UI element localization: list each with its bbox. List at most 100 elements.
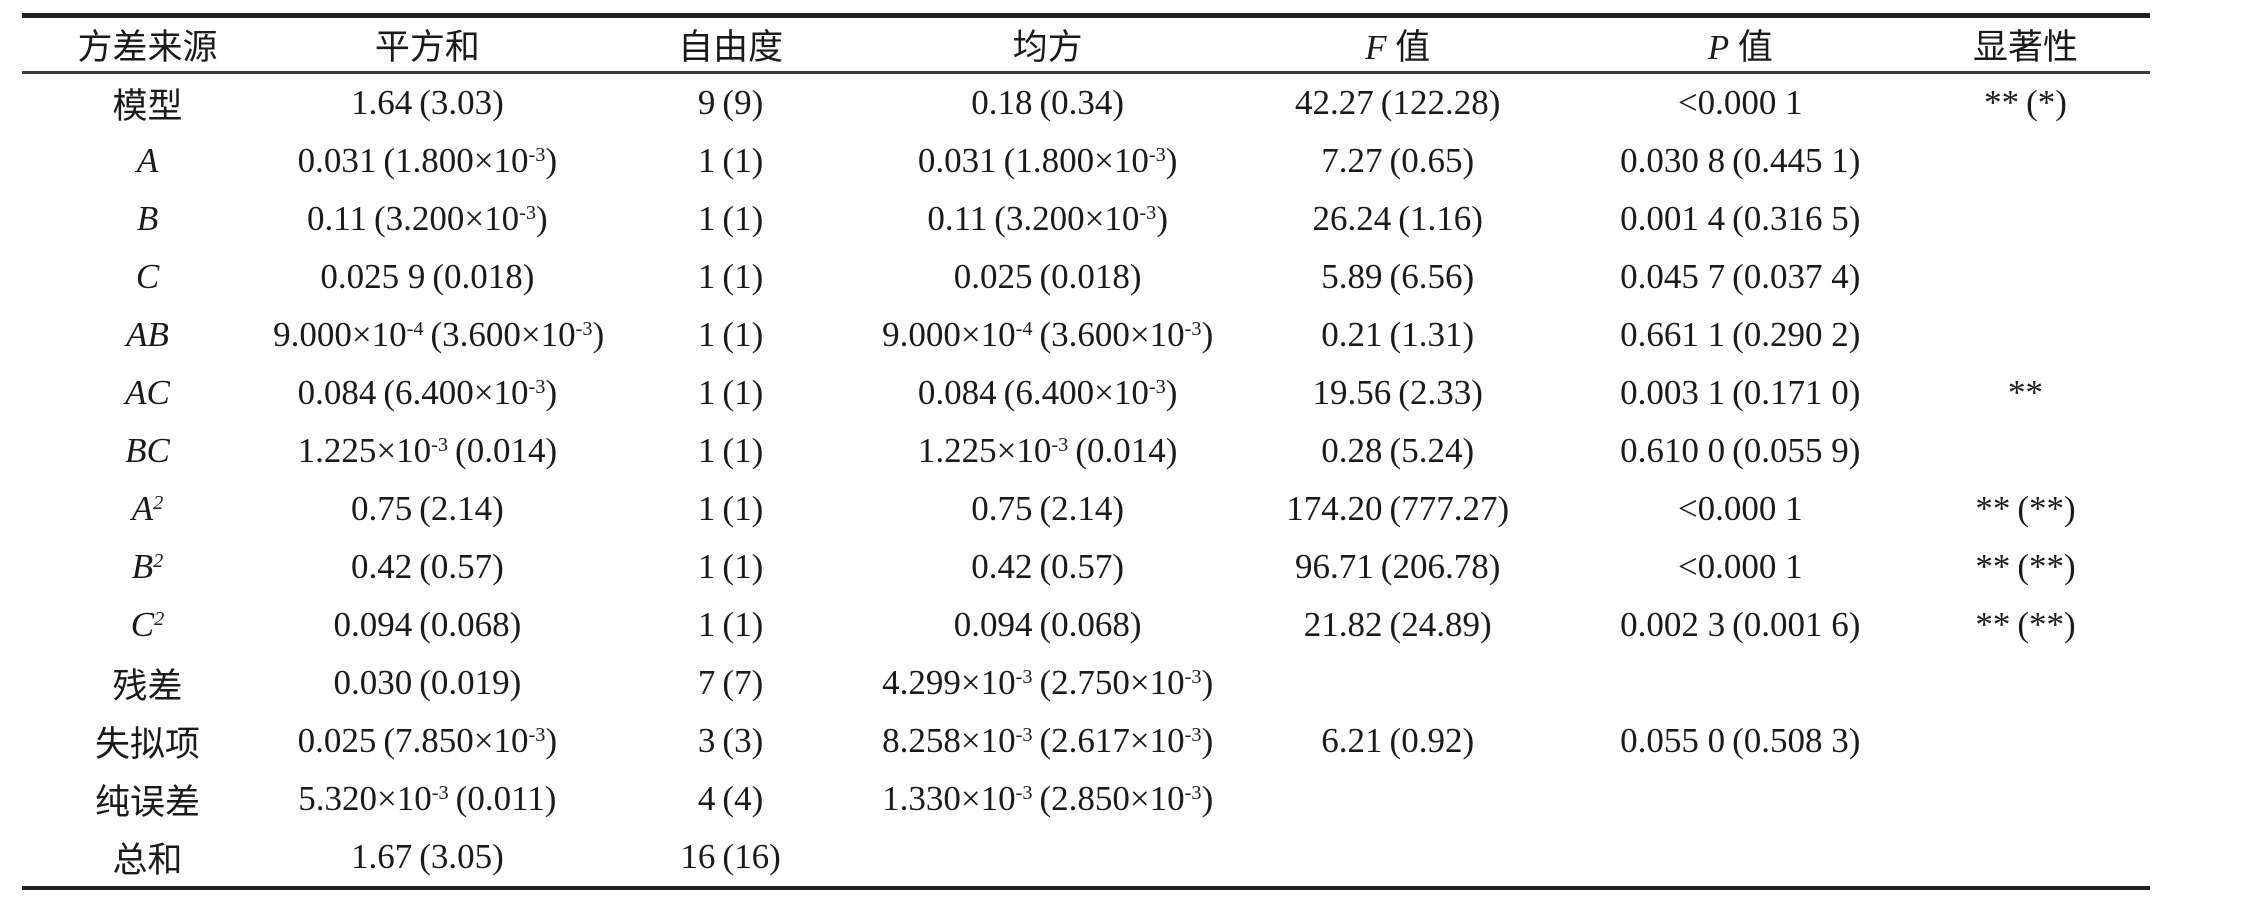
value-cell: 1 (1): [697, 257, 764, 296]
value-cell: [1901, 770, 2150, 828]
value-cell: 1.64 (3.03): [350, 83, 504, 122]
value-cell: 174.20 (777.27): [1286, 489, 1510, 528]
value-cell: <0.000 1: [1677, 489, 1803, 528]
table-row: B 0.11 (3.200×10-3) 1 (1) 0.11 (3.200×10-3)…: [22, 190, 2150, 248]
row-label-cell: BC: [125, 431, 170, 470]
value-cell: 1 (1): [697, 489, 764, 528]
value-cell: 0.045 7 (0.037 4): [1620, 257, 1861, 296]
value-cell: 0.055 0 (0.508 3): [1620, 721, 1861, 760]
value-cell: 0.030 (0.019): [333, 663, 522, 702]
column-header-2: 平方和: [273, 15, 582, 74]
table-row: C2 0.094 (0.068) 1 (1) 0.094 (0.068) 21.82 (…: [22, 596, 2150, 654]
value-cell: 1 (1): [697, 605, 764, 644]
value-cell: 0.094 (0.068): [953, 605, 1142, 644]
value-cell: 1 (1): [697, 373, 764, 412]
column-header-3: 自由度: [581, 15, 880, 74]
value-cell: 9.000×10-4 (3.600×10-3): [882, 315, 1214, 354]
value-cell: 0.003 1 (0.171 0): [1620, 373, 1861, 412]
column-header-1: 方差来源: [22, 15, 274, 74]
value-cell: 6.21 (0.92): [1321, 721, 1475, 760]
value-cell: 1.67 (3.05): [350, 837, 504, 876]
value-cell: 0.11 (3.200×10-3): [927, 199, 1168, 238]
value-cell: [1580, 770, 1901, 828]
value-cell: 0.75 (2.14): [971, 489, 1125, 528]
value-cell: 0.002 3 (0.001 6): [1620, 605, 1861, 644]
row-label-cell: AC: [125, 373, 170, 412]
value-cell: 0.031 (1.800×10-3): [297, 141, 558, 180]
row-label-cell: A2: [131, 489, 164, 528]
row-label-cell: 模型: [112, 86, 183, 126]
table-row: 残差 0.030 (0.019) 7 (7) 4.299×10-3 (2.750×10…: [22, 654, 2150, 712]
value-cell: 1.225×10-3 (0.014): [917, 431, 1178, 470]
row-label-cell: B: [136, 199, 159, 238]
table-row: C 0.025 9 (0.018) 1 (1) 0.025 (0.018) 5.89 (…: [22, 248, 2150, 306]
value-cell: [1901, 828, 2150, 888]
value-cell: 4 (4): [697, 779, 764, 818]
value-cell: **: [2007, 373, 2043, 412]
value-cell: 0.21 (1.31): [1321, 315, 1475, 354]
table-row: 总和 1.67 (3.05) 16 (16): [22, 828, 2150, 888]
value-cell: 0.025 (7.850×10-3): [297, 721, 558, 760]
value-cell: 9.000×10-4 (3.600×10-3): [273, 315, 605, 354]
value-cell: 1.225×10-3 (0.014): [297, 431, 558, 470]
row-label-cell: 残差: [112, 666, 183, 706]
value-cell: 8.258×10-3 (2.617×10-3): [882, 721, 1214, 760]
value-cell: <0.000 1: [1677, 547, 1803, 586]
value-cell: 5.320×10-3 (0.011): [298, 779, 557, 818]
value-cell: 1 (1): [697, 431, 764, 470]
value-cell: 42.27 (122.28): [1295, 83, 1501, 122]
value-cell: [1216, 828, 1580, 888]
value-cell: [1901, 654, 2150, 712]
row-label-cell: C2: [130, 605, 165, 644]
value-cell: [880, 828, 1216, 888]
table-row: 纯误差 5.320×10-3 (0.011) 4 (4) 1.330×10-3 (2.…: [22, 770, 2150, 828]
value-cell: 5.89 (6.56): [1321, 257, 1475, 296]
value-cell: 16 (16): [680, 837, 781, 876]
value-cell: 26.24 (1.16): [1312, 199, 1483, 238]
value-cell: [1901, 248, 2150, 306]
column-header-7: 显著性: [1900, 15, 2150, 74]
table-row: A 0.031 (1.800×10-3) 1 (1) 0.031 (1.800×10-…: [22, 132, 2150, 190]
value-cell: 0.001 4 (0.316 5): [1620, 199, 1861, 238]
value-cell: <0.000 1: [1677, 83, 1803, 122]
table-row: B2 0.42 (0.57) 1 (1) 0.42 (0.57) 96.71 (206.…: [22, 538, 2150, 596]
value-cell: ** (**): [1975, 605, 2076, 644]
value-cell: 0.025 (0.018): [953, 257, 1142, 296]
row-label-cell: 失拟项: [95, 724, 201, 764]
value-cell: 0.094 (0.068): [333, 605, 522, 644]
value-cell: 0.031 (1.800×10-3): [917, 141, 1178, 180]
value-cell: 0.18 (0.34): [971, 83, 1125, 122]
value-cell: ** (**): [1975, 489, 2076, 528]
table-row: A2 0.75 (2.14) 1 (1) 0.75 (2.14) 174.20 (777…: [22, 480, 2150, 538]
column-header-5: F 值: [1215, 15, 1580, 74]
table-row: 失拟项 0.025 (7.850×10-3) 3 (3) 8.258×10-3 (2.…: [22, 712, 2150, 770]
value-cell: 7.27 (0.65): [1321, 141, 1475, 180]
value-cell: 0.661 1 (0.290 2): [1620, 315, 1861, 354]
value-cell: 0.42 (0.57): [350, 547, 504, 586]
value-cell: 0.025 9 (0.018): [320, 257, 535, 296]
table-row: AC 0.084 (6.400×10-3) 1 (1) 0.084 (6.400×10…: [22, 364, 2150, 422]
value-cell: 0.28 (5.24): [1321, 431, 1475, 470]
column-header-6: P 值: [1579, 15, 1901, 74]
value-cell: 0.11 (3.200×10-3): [307, 199, 548, 238]
value-cell: 0.030 8 (0.445 1): [1620, 141, 1861, 180]
value-cell: [1901, 422, 2150, 480]
value-cell: [1901, 306, 2150, 364]
value-cell: 1 (1): [697, 199, 764, 238]
value-cell: 21.82 (24.89): [1303, 605, 1492, 644]
table-row: BC 1.225×10-3 (0.014) 1 (1) 1.225×10-3 (0.0…: [22, 422, 2150, 480]
value-cell: 4.299×10-3 (2.750×10-3): [882, 663, 1214, 702]
table-row: 模型 1.64 (3.03) 9 (9) 0.18 (0.34) 42.27 (122.…: [22, 73, 2150, 133]
value-cell: 0.084 (6.400×10-3): [917, 373, 1178, 412]
row-label-cell: 总和: [112, 840, 183, 880]
value-cell: 1 (1): [697, 315, 764, 354]
row-label-cell: 纯误差: [95, 782, 201, 822]
value-cell: [1901, 712, 2150, 770]
row-label-cell: AB: [126, 315, 169, 354]
value-cell: 7 (7): [697, 663, 764, 702]
value-cell: ** (*): [1984, 83, 2067, 122]
value-cell: 96.71 (206.78): [1295, 547, 1501, 586]
